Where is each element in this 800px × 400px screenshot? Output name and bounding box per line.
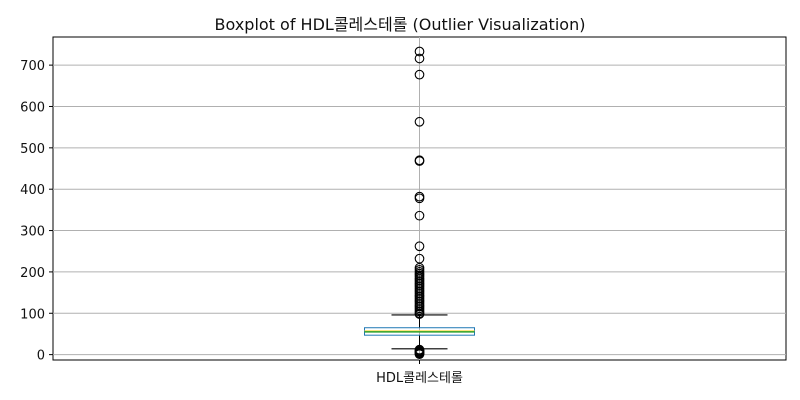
outlier-point (414, 349, 425, 360)
y-tick-label: 600 (20, 100, 45, 115)
x-axis: HDL콜레스테롤 (376, 360, 463, 386)
outlier-point (414, 53, 425, 64)
grid-layer (53, 37, 786, 360)
y-tick-label: 500 (20, 142, 45, 157)
y-tick-label: 200 (20, 266, 45, 281)
y-tick-label: 100 (20, 307, 45, 322)
y-tick-label: 700 (20, 59, 45, 74)
y-axis: 0 100 200 300 400 500 600 700 (20, 59, 53, 364)
y-tick-label: 0 (37, 349, 45, 364)
y-tick-label: 300 (20, 225, 45, 240)
outlier-point (414, 193, 425, 204)
box-layer (364, 46, 475, 360)
outlier-point (414, 309, 425, 319)
outlier-point (414, 69, 425, 80)
outlier-point (414, 156, 425, 166)
chart-title: Boxplot of HDL콜레스테롤 (Outlier Visualizati… (214, 15, 586, 34)
x-category-label: HDL콜레스테롤 (376, 371, 463, 386)
outlier-point (414, 210, 425, 221)
outlier-point (414, 116, 425, 127)
outlier-point (414, 241, 425, 252)
y-tick-label: 400 (20, 183, 45, 198)
outlier-point (414, 46, 425, 57)
